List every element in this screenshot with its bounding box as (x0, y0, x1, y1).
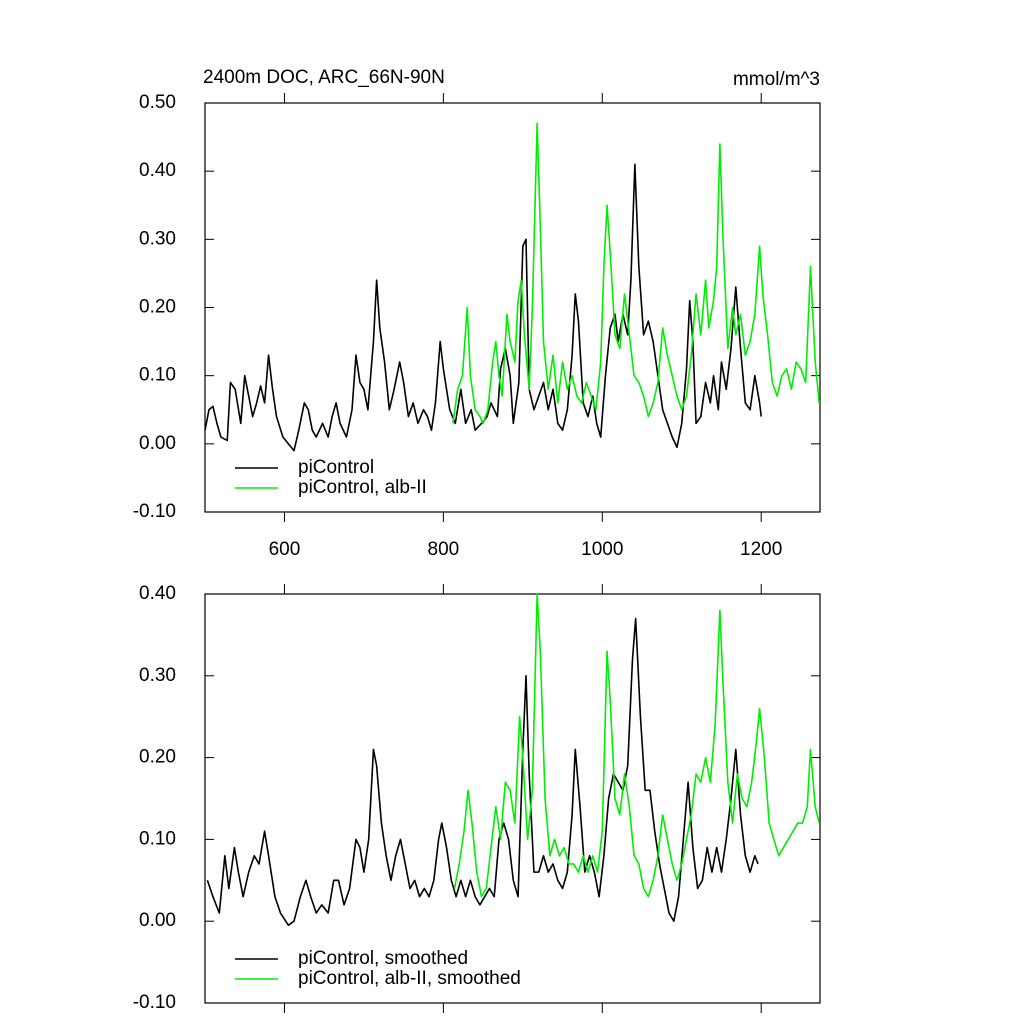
y-tick-label: 0.30 (139, 228, 176, 249)
legend-label: piControl, alb-II, smoothed (298, 968, 521, 989)
plot-frame (204, 593, 821, 1004)
units-label: mmol/m^3 (733, 69, 820, 90)
y-tick-label: 0.10 (139, 365, 176, 386)
x-tick-label: 1200 (740, 539, 782, 560)
y-tick-label: 0.20 (139, 747, 176, 768)
y-tick-label: 0.00 (139, 433, 176, 454)
chart-title: 2400m DOC, ARC_66N-90N (203, 67, 445, 88)
y-tick-label: 0.30 (139, 665, 176, 686)
y-tick-label: 0.10 (139, 828, 176, 849)
series-line (204, 163, 762, 452)
x-tick-label: 800 (428, 539, 460, 560)
legend-label: piControl, smoothed (298, 948, 468, 969)
y-tick-label: 0.50 (139, 92, 176, 113)
legend-label: piControl (298, 457, 374, 478)
y-tick-label: -0.10 (133, 992, 176, 1013)
x-tick-label: 600 (269, 539, 301, 560)
y-tick-label: 0.40 (139, 583, 176, 604)
series-line (453, 593, 820, 898)
series-line (206, 617, 759, 927)
plot-frame (204, 102, 821, 513)
x-tick-label: 1000 (581, 539, 623, 560)
legend-label: piControl, alb-II (298, 477, 427, 498)
y-tick-label: -0.10 (133, 501, 176, 522)
y-tick-label: 0.00 (139, 910, 176, 931)
y-tick-label: 0.20 (139, 297, 176, 318)
series-line (452, 122, 821, 425)
y-tick-label: 0.40 (139, 160, 176, 181)
